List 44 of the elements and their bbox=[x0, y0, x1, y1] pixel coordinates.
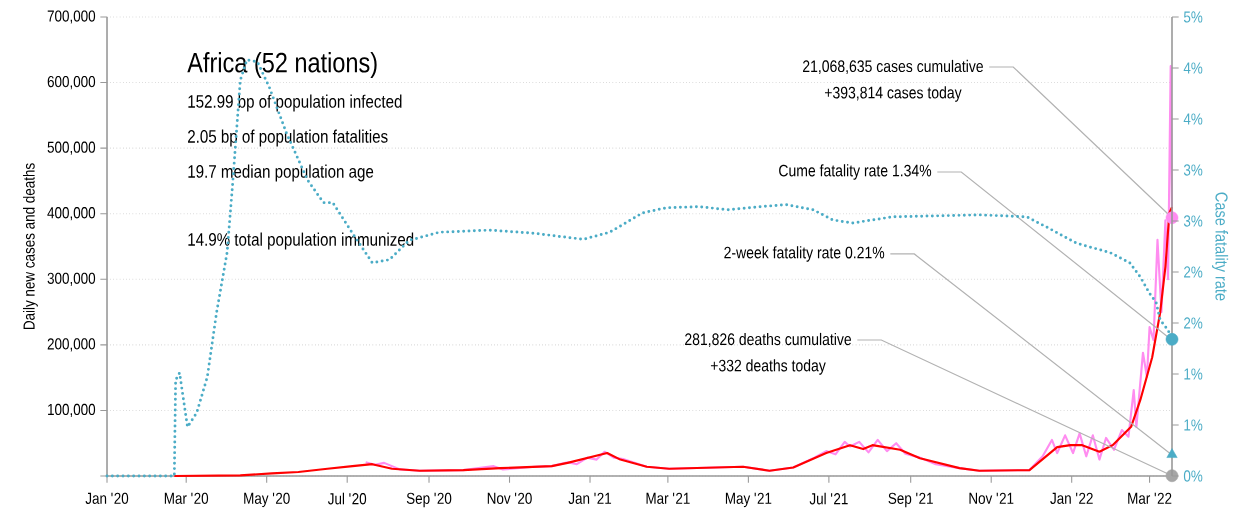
y2-tick-label: 3% bbox=[1183, 215, 1203, 227]
annotation: Cume fatality rate 1.34% bbox=[779, 164, 932, 180]
x-tick-label: Nov '20 bbox=[487, 492, 532, 505]
annotation: 19.7 median population age bbox=[188, 164, 374, 182]
annotation: 21,068,635 cases cumulative bbox=[803, 59, 983, 75]
y2-axis-title: Case fatality rate bbox=[1211, 192, 1229, 301]
x-tick-label: May '21 bbox=[725, 492, 772, 508]
y-tick-label: 700,000 bbox=[47, 10, 96, 24]
x-tick-label: Jul '21 bbox=[809, 492, 848, 505]
annotation: +332 deaths today bbox=[710, 359, 826, 375]
x-tick-label: Jan '21 bbox=[568, 492, 612, 505]
x-tick-label: Nov '21 bbox=[969, 492, 1014, 505]
x-tick-label: Jan '20 bbox=[85, 492, 129, 505]
y2-tick-label: 3% bbox=[1183, 164, 1203, 176]
y2-tick-label: 1% bbox=[1184, 368, 1203, 380]
y-tick-label: 500,000 bbox=[47, 141, 96, 155]
annotation: +393,814 cases today bbox=[824, 86, 962, 102]
y2-tick-label: 0% bbox=[1183, 470, 1203, 482]
x-tick-label: May '20 bbox=[244, 492, 290, 508]
text: Africa (52 nations) bbox=[187, 51, 377, 79]
x-tick-label: Mar '22 bbox=[1128, 492, 1172, 505]
x-tick-label: Sep '20 bbox=[406, 492, 452, 508]
annotation: 2.05 bp of population fatalities bbox=[188, 129, 388, 147]
y2-tick-label: 5% bbox=[1183, 11, 1203, 23]
y2-tick-label: 2% bbox=[1184, 266, 1203, 278]
y2-tick-label: 4% bbox=[1183, 113, 1203, 125]
annotation: 281,826 deaths cumulative bbox=[685, 332, 852, 348]
y-tick-label: 200,000 bbox=[47, 338, 96, 352]
y-axis-title: Daily new cases and deaths bbox=[22, 163, 38, 330]
x-tick-label: Mar '20 bbox=[164, 492, 209, 505]
y-tick-label: 300,000 bbox=[47, 272, 96, 286]
y-tick-label: 600,000 bbox=[47, 75, 96, 90]
y2-tick-label: 1% bbox=[1184, 419, 1203, 431]
y2-tick-label: 2% bbox=[1184, 317, 1203, 329]
y-tick-label: 100,000 bbox=[48, 403, 96, 418]
annotation: 2-week fatality rate 0.21% bbox=[724, 246, 885, 262]
annotation: 14.9% total population immunized bbox=[188, 232, 414, 250]
x-tick-label: Jul '20 bbox=[327, 492, 367, 505]
y-tick-label: 400,000 bbox=[47, 207, 96, 221]
annotation: 152.99 bp of population infected bbox=[188, 94, 402, 112]
x-tick-label: Mar '21 bbox=[646, 492, 690, 505]
y2-tick-label: 4% bbox=[1183, 62, 1203, 74]
x-tick-label: Sep '21 bbox=[888, 492, 933, 508]
x-tick-label: Jan '22 bbox=[1050, 492, 1093, 505]
